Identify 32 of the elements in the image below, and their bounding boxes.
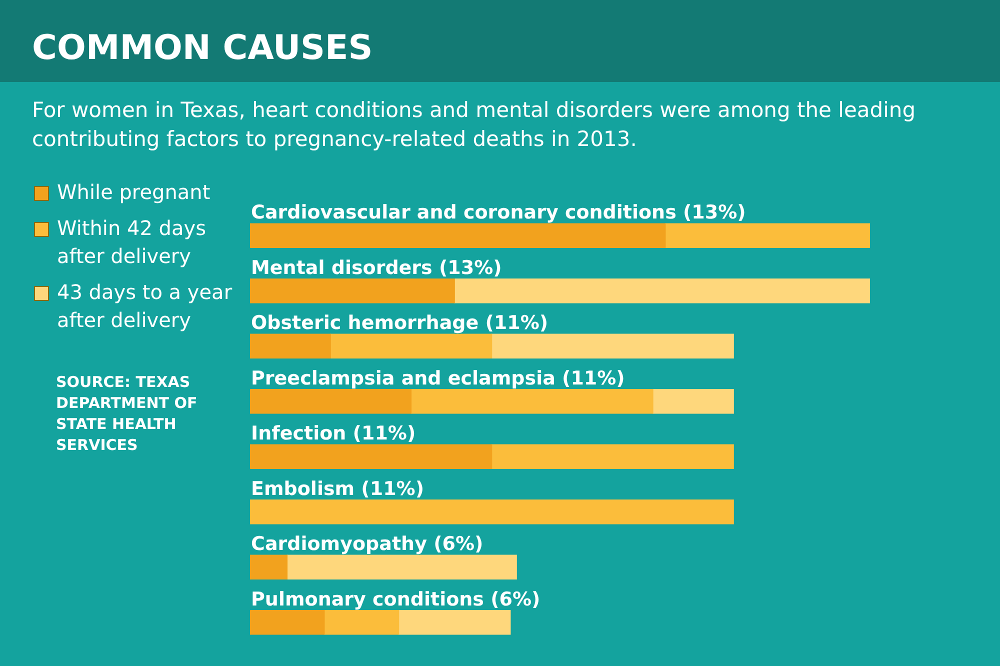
y-tick-label: Cardiomyopathy (6%) bbox=[251, 533, 484, 556]
legend-label: Within 42 days after delivery bbox=[57, 215, 208, 270]
legend-label: While pregnant bbox=[57, 179, 210, 206]
y-tick-label: Mental disorders (13%) bbox=[251, 256, 502, 279]
bar bbox=[250, 610, 325, 635]
y-tick-label: Preeclampsia and eclampsia (11%) bbox=[251, 367, 625, 390]
y-tick-label: Embolism (11%) bbox=[251, 478, 424, 500]
bar bbox=[652, 389, 734, 414]
bar bbox=[250, 554, 288, 580]
bar bbox=[250, 334, 331, 358]
bar bbox=[250, 278, 455, 304]
bar bbox=[324, 610, 400, 635]
y-tick-label: Pulmonary conditions (6%) bbox=[251, 588, 540, 610]
bar bbox=[250, 444, 492, 469]
bar bbox=[410, 389, 654, 414]
bar bbox=[250, 223, 666, 248]
source-note: SOURCE: TEXAS DEPARTMENT OF STATE HEALTH SERVICES bbox=[56, 372, 198, 456]
legend-label: 43 days to a year after delivery bbox=[57, 279, 234, 334]
y-tick-label: Cardiovascular and coronary conditions (13%) bbox=[251, 202, 746, 224]
bar bbox=[491, 334, 734, 358]
chart-subtitle: For women in Texas, heart conditions and mental disorders were among the leading contributing factors to pregnancy-related deaths in 2013. bbox=[32, 97, 917, 153]
bar bbox=[286, 554, 517, 580]
bar bbox=[250, 500, 734, 524]
bar bbox=[398, 610, 511, 635]
y-tick-label: Infection (11%) bbox=[251, 422, 416, 445]
y-tick-label: Obsteric hemorrhage (11%) bbox=[251, 312, 548, 334]
bar bbox=[491, 444, 734, 469]
bar bbox=[454, 278, 870, 304]
chart-title: COMMON CAUSES bbox=[32, 28, 373, 68]
bar bbox=[330, 334, 492, 358]
bar bbox=[250, 389, 412, 414]
bar bbox=[665, 223, 870, 248]
